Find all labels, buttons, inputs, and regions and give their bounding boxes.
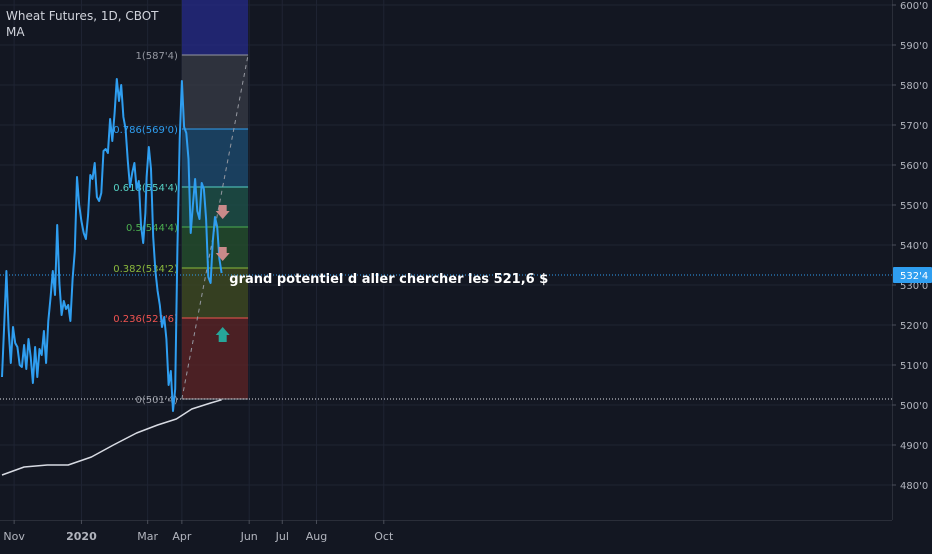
- time-axis-label: Mar: [137, 530, 158, 543]
- price-axis-label: 520'0: [900, 321, 928, 332]
- arrow-down-icon: [215, 247, 230, 261]
- fibonacci-retracement: 1(587'4)0.786(569'0)0.618(554'4)0.5(544'…: [113, 0, 249, 406]
- price-axis-label: 590'0: [900, 41, 928, 52]
- time-axis-label: 2020: [66, 530, 97, 543]
- fib-zone: [181, 55, 249, 129]
- fib-extension-zone: [181, 0, 249, 55]
- time-axis-label: Jun: [240, 530, 258, 543]
- time-axis-label: Aug: [306, 530, 327, 543]
- fib-level-label: 1(587'4): [135, 51, 177, 62]
- arrow-down-icon: [215, 205, 230, 219]
- ma-series-line: [1, 399, 222, 476]
- fib-level-label: 0(501'4): [135, 395, 177, 406]
- fib-level-label: 0.236(521'6): [113, 314, 178, 325]
- fib-trend-line: [181, 54, 249, 400]
- fib-level-label: 0.786(569'0): [113, 125, 178, 136]
- fib-level-label: 0.382(534'2): [113, 264, 178, 275]
- chart-annotation[interactable]: grand potentiel d aller chercher les 521…: [229, 272, 548, 287]
- fib-zone: [181, 318, 249, 399]
- price-axis-label: 570'0: [900, 121, 928, 132]
- price-axis-label: 490'0: [900, 441, 928, 452]
- time-axis: Nov 2020 Mar Apr Jun Jul Aug Oct: [0, 520, 892, 543]
- price-axis-label: 480'0: [900, 481, 928, 492]
- price-axis-label: 580'0: [900, 81, 928, 92]
- grid: [0, 0, 892, 520]
- fib-zone: [181, 227, 249, 268]
- price-axis-label: 550'0: [900, 201, 928, 212]
- time-axis-label: Nov: [3, 530, 25, 543]
- price-axis-label: 510'0: [900, 361, 928, 372]
- price-axis-label: 560'0: [900, 161, 928, 172]
- last-price-tag-label: 532'4: [900, 271, 928, 282]
- price-axis-label: 530'0: [900, 281, 928, 292]
- price-series-line: [1, 78, 223, 412]
- price-axis-label: 600'0: [900, 1, 928, 12]
- indicator-label[interactable]: MA: [6, 25, 25, 39]
- price-axis: 600'0 590'0 580'0 570'0 560'0 550'0 540'0 530'0…: [892, 0, 932, 550]
- symbol-title[interactable]: Wheat Futures, 1D, CBOT: [6, 9, 159, 23]
- fib-zone: [181, 268, 249, 318]
- arrow-up-icon: [215, 327, 230, 342]
- price-axis-label: 540'0: [900, 241, 928, 252]
- chart-legend: Wheat Futures, 1D, CBOT MA: [6, 8, 159, 40]
- time-axis-label: Jul: [275, 530, 289, 543]
- fib-zone: [181, 129, 249, 187]
- time-axis-label: Apr: [172, 530, 192, 543]
- last-price-tag: [893, 267, 932, 283]
- price-axis-label: 500'0: [900, 401, 928, 412]
- time-axis-label: Oct: [374, 530, 394, 543]
